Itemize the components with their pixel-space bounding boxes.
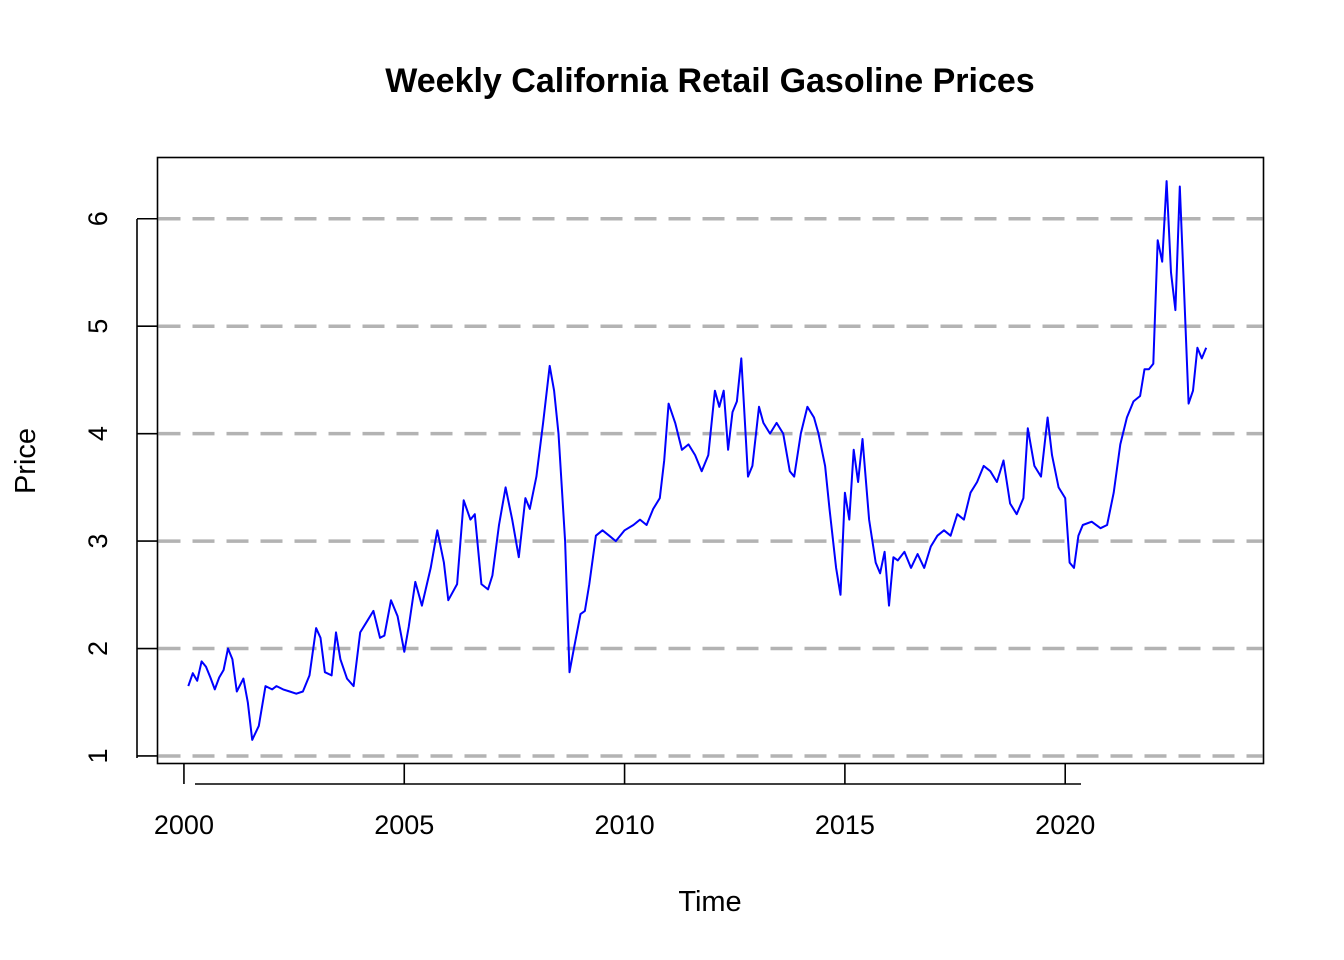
y-tick-label-1: 1 [83, 748, 113, 763]
x-tick-label-2010: 2010 [595, 810, 655, 840]
chart-title: Weekly California Retail Gasoline Prices [385, 62, 1034, 100]
x-axis-label: Time [678, 886, 741, 918]
y-axis-label: Price [10, 428, 42, 494]
y-tick-label-2: 2 [83, 641, 113, 656]
x-tick-label-2015: 2015 [815, 810, 875, 840]
y-axis: 1 2 3 4 5 6 [83, 211, 158, 763]
x-tick-label-2000: 2000 [154, 810, 214, 840]
plot-area-frame [156, 156, 1265, 765]
y-tick-label-5: 5 [83, 319, 113, 334]
x-tick-label-2020: 2020 [1035, 810, 1095, 840]
y-tick-label-3: 3 [83, 534, 113, 549]
x-tick-label-2005: 2005 [374, 810, 434, 840]
y-tick-label-4: 4 [83, 426, 113, 441]
grid-lines [158, 216, 1263, 758]
x-axis: 2000 2005 2010 2015 2020 [154, 763, 1095, 840]
y-tick-label-6: 6 [83, 211, 113, 226]
series-line [187, 180, 1208, 741]
